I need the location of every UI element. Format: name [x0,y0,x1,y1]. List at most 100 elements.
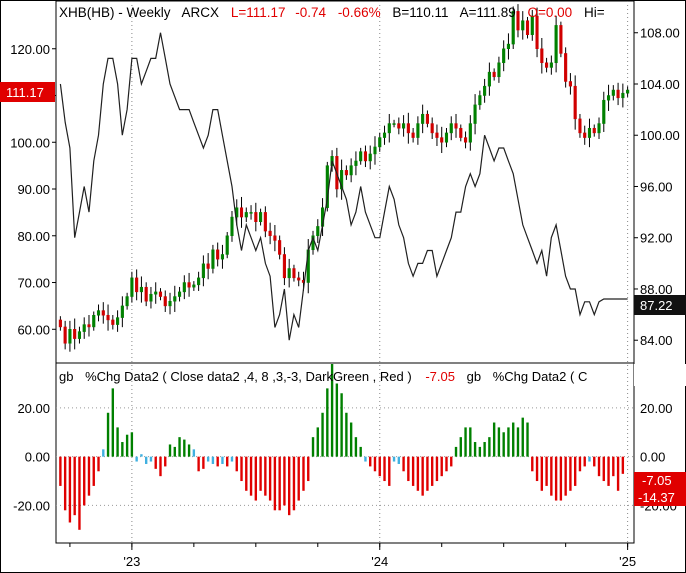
left-y-tick-label: 80.00 [17,229,50,244]
candle-body [287,268,291,279]
indicator-bar [421,456,424,496]
indicator-bar [302,456,305,491]
candle-body [483,85,487,96]
indicator-bar [97,456,100,472]
indicator-bar [340,393,343,457]
candle-body [163,296,167,307]
x-tick-label: '24 [371,554,388,569]
candle-body [368,153,372,162]
candle-body [549,62,553,68]
indicator-badge-1: -7.05 [634,472,686,489]
indicator-bar [345,412,348,457]
candle-body [77,331,82,339]
indicator-right-tick-label: 0.00 [640,450,665,465]
indicator-bar [287,456,291,516]
candle-body [444,132,449,143]
indicator-bar [407,456,410,482]
price-last-badge: 111.17 [0,82,55,102]
indicator-bar [545,456,548,486]
candle-body [116,317,120,325]
indicator-bar [144,456,148,464]
candle-body [111,319,115,325]
candle-body [583,132,587,138]
indicator-bar [621,456,625,474]
candle-body [101,310,105,316]
axis-label-layer: '23'24'2560.0070.0080.0090.00100.00110.0… [10,26,680,569]
indicator-bar [254,456,258,501]
candle-body [497,62,501,78]
candle-body [316,226,320,237]
indicator-bar [187,444,191,457]
candle-body [87,324,91,328]
indicator-bar [559,456,563,501]
price-last-badge-text: 111.17 [6,85,44,100]
candle-body [573,85,577,120]
indicator-bar [512,422,515,457]
candle-body [230,216,234,237]
indicator-bar [430,456,434,486]
indicator-bar [92,456,95,486]
candle-body [402,123,406,129]
candle-body [249,212,253,214]
price-header: XHB(HB) - Weekly ARCX L=111.17 -0.74 -0.… [59,5,605,20]
price-change-pct: -0.66% [338,5,381,20]
candle-body [149,293,153,302]
candle-body [216,249,220,260]
indicator-bar [159,456,162,477]
indicator-bar [259,456,262,491]
indicator-bar [330,364,334,457]
candle-body [416,123,420,138]
candle-body [106,314,110,321]
candle-body [211,249,215,269]
indicator-bar [192,449,196,457]
candle-body [540,48,544,64]
indicator-bar [573,456,577,486]
indicator-bar [59,456,62,486]
indicator-bar [492,422,496,457]
candle-body [373,146,377,155]
indicator-bar [602,456,605,482]
indicator-panel-frame [55,362,635,544]
indicator-bar [435,456,439,482]
indicator-right-tick-label: 20.00 [640,401,673,416]
candle-body [292,268,296,279]
candle-body [354,160,358,166]
indicator-bar [83,456,86,506]
indicator-bar [473,442,477,457]
left-y-tick-label: 90.00 [17,182,50,197]
indicator-bar [502,432,505,457]
indicator-bar [206,456,210,462]
indicator-bar [483,442,486,457]
candle-body [492,71,496,78]
candle-body [602,99,606,124]
indicator-bar [588,456,591,462]
indicator-bar [364,456,367,462]
candle-body [592,127,596,134]
indicator-left-tick-label: 0.00 [25,450,50,465]
indicator-bar [507,427,510,457]
indicator-bar [140,454,143,457]
indicator-bar [583,456,586,467]
candle-body [559,25,563,54]
grid-layer [56,1,634,543]
candle-body [564,53,568,82]
candle-body [468,123,472,143]
candle-body [297,277,301,281]
indicator-bar [68,456,72,523]
indicator-bar [440,456,443,477]
candle-body [259,212,263,222]
candle-body [244,212,248,218]
candle-body [359,151,363,162]
indicator-bar [383,456,386,482]
indicator-bar [168,444,172,457]
indicator-bar [121,442,124,457]
candle-body [278,240,282,255]
high-price: Hi= [584,5,605,20]
indicator-bar [550,456,553,496]
indicator-bar [564,456,567,496]
indicator-bar [469,427,472,457]
indicator-bar [402,456,405,472]
candle-body [63,326,67,344]
indicator-bar [202,456,205,469]
